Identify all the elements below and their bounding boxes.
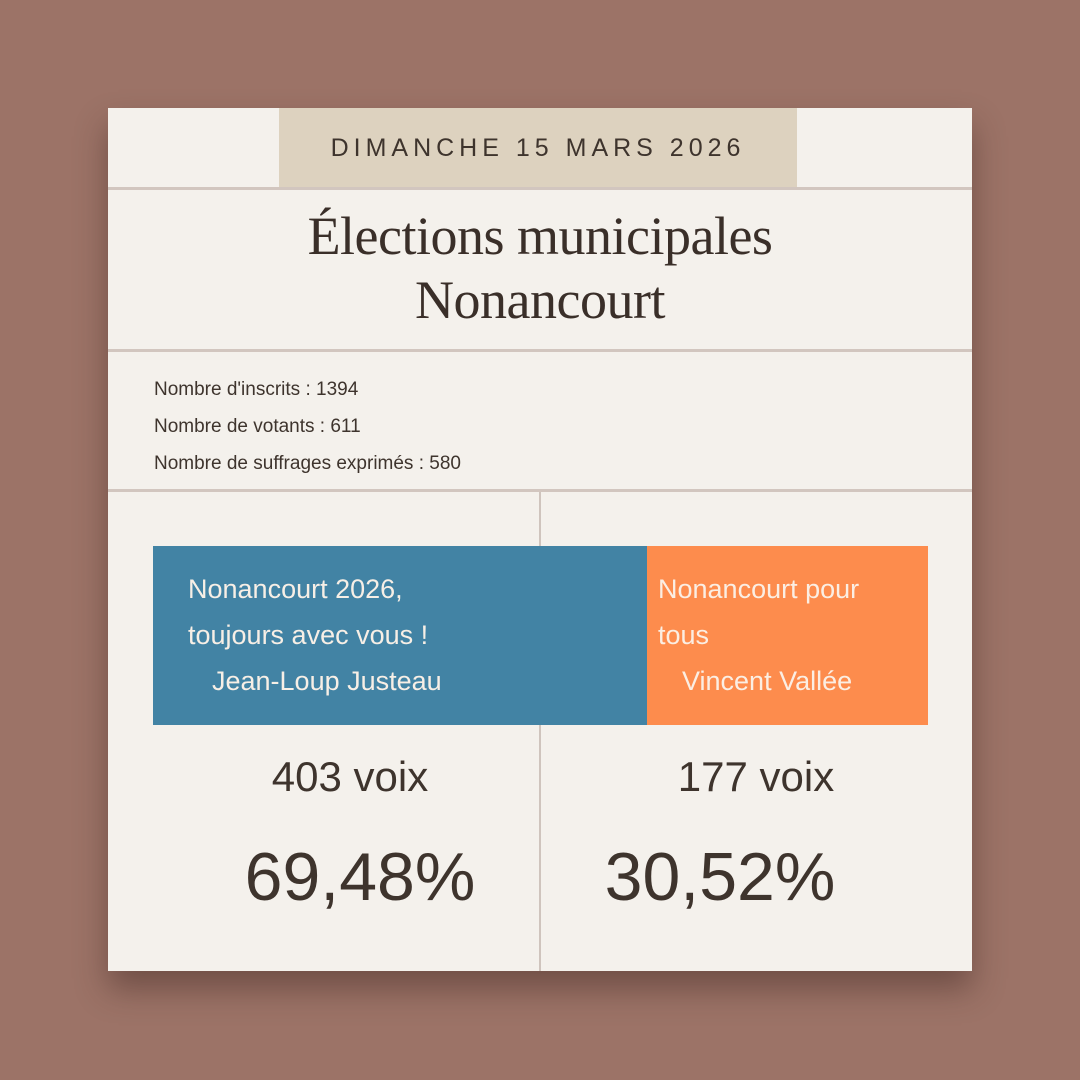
title-line-1: Élections municipales xyxy=(307,206,773,266)
turnout-stats: Nombre d'inscrits : 1394 Nombre de votan… xyxy=(154,371,461,482)
stat-voters: Nombre de votants : 611 xyxy=(154,416,361,437)
list-name-line-1: Nonancourt pour xyxy=(658,574,860,604)
lists-row: Nonancourt 2026, toujours avec vous ! Je… xyxy=(153,546,928,725)
votes-justeau: 403 voix xyxy=(271,753,429,800)
candidate-name: Vincent Vallée xyxy=(682,666,853,696)
list-name-line-2: toujours avec vous ! xyxy=(188,620,429,650)
divider xyxy=(108,187,972,190)
candidate-name: Jean-Loup Justeau xyxy=(212,666,442,696)
divider xyxy=(108,489,972,492)
results-card: DIMANCHE 15 MARS 2026 Élections municipa… xyxy=(108,108,972,971)
election-date: DIMANCHE 15 MARS 2026 xyxy=(330,133,746,162)
column-divider xyxy=(539,492,541,971)
list-name-line-1: Nonancourt 2026, xyxy=(188,574,403,604)
divider xyxy=(108,349,972,352)
list-card-vallee: Nonancourt pour tous Vincent Vallée xyxy=(647,546,928,725)
percent-vallee: 30,52% xyxy=(604,839,836,915)
votes-vallee: 177 voix xyxy=(677,753,835,800)
list-name-line-2: tous xyxy=(658,620,710,650)
stat-registered: Nombre d'inscrits : 1394 xyxy=(154,379,359,400)
title-line-2: Nonancourt xyxy=(415,270,665,330)
stat-expressed: Nombre de suffrages exprimés : 580 xyxy=(154,453,461,474)
percent-justeau: 69,48% xyxy=(244,839,476,915)
list-card-justeau: Nonancourt 2026, toujours avec vous ! Je… xyxy=(153,546,647,725)
page-title: Élections municipales Nonancourt xyxy=(108,204,972,332)
date-banner: DIMANCHE 15 MARS 2026 xyxy=(279,108,797,188)
